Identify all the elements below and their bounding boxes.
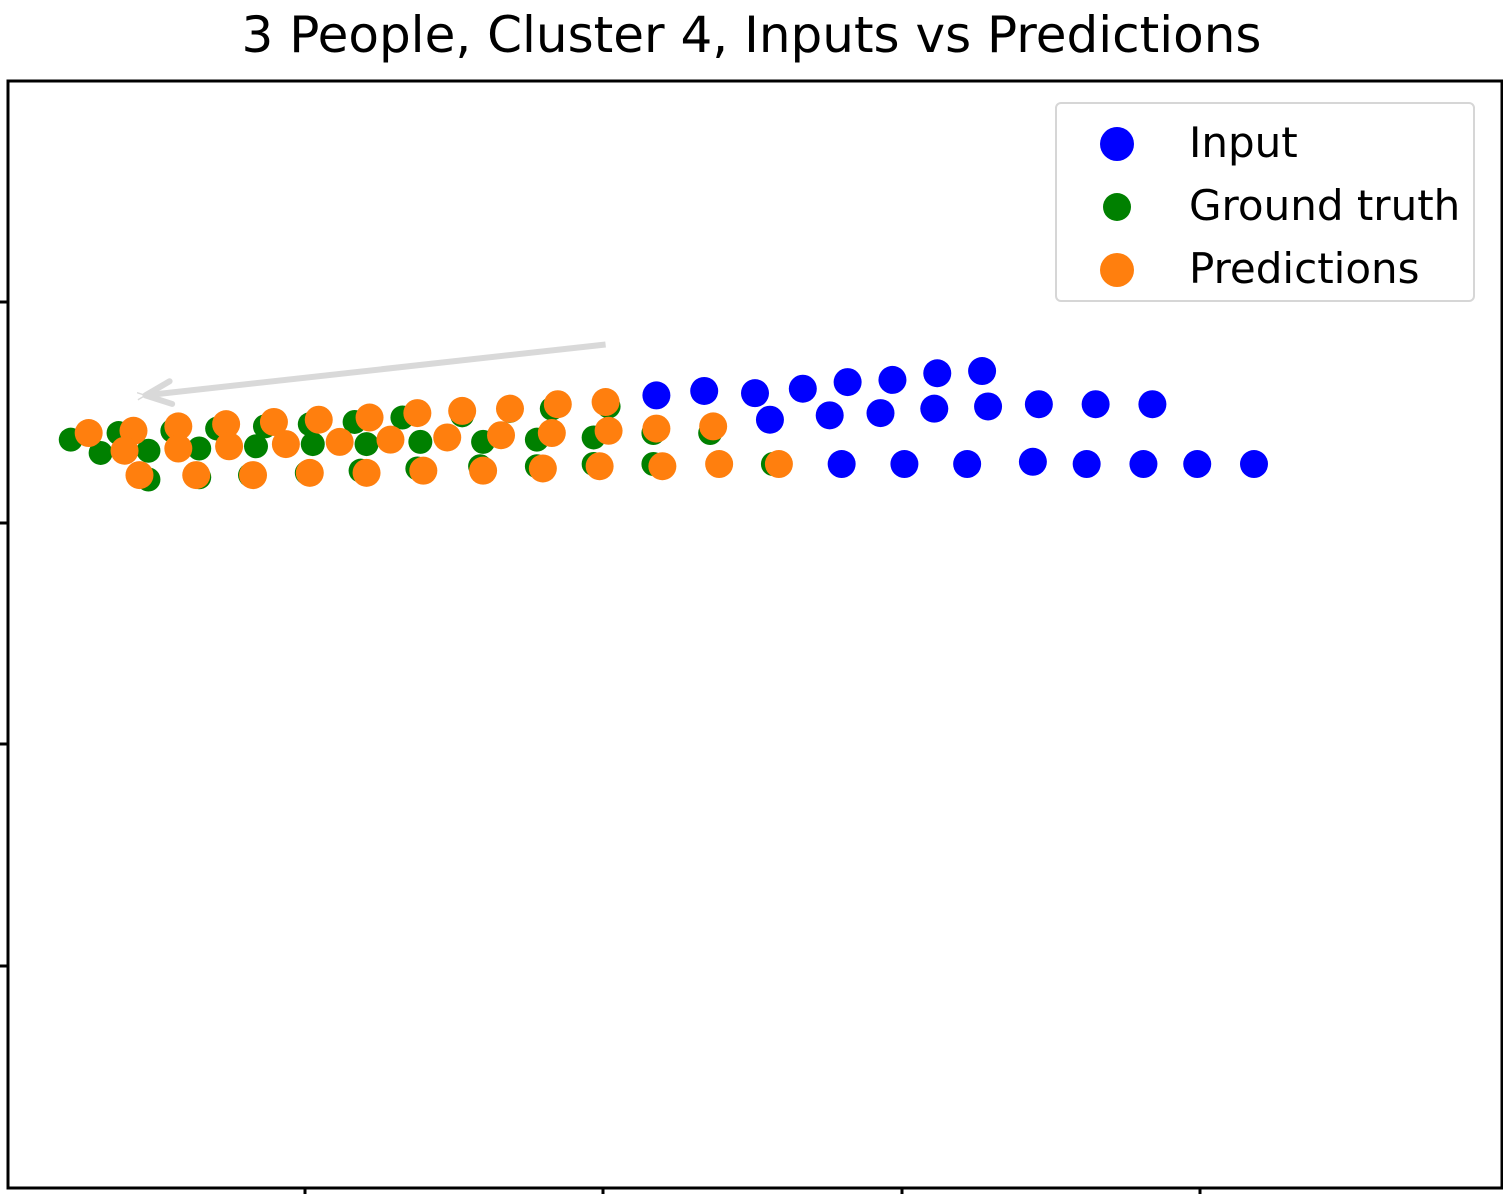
legend-marker-input: [1100, 127, 1134, 161]
point-input: [923, 359, 952, 388]
point-predictions: [537, 419, 566, 448]
legend-marker-predictions: [1100, 253, 1134, 287]
point-input: [1072, 450, 1101, 479]
point-predictions: [594, 416, 623, 445]
point-predictions: [487, 421, 516, 450]
point-predictions: [764, 450, 793, 479]
point-input: [788, 374, 817, 403]
point-input: [1239, 450, 1268, 479]
point-input: [642, 381, 671, 410]
point-predictions: [585, 452, 614, 481]
series-input: [642, 357, 1268, 479]
point-predictions: [433, 423, 462, 452]
chart-title: 3 People, Cluster 4, Inputs vs Predictio…: [241, 6, 1262, 64]
point-predictions: [182, 461, 211, 490]
point-input: [755, 405, 784, 434]
point-predictions: [355, 403, 384, 432]
point-predictions: [642, 414, 671, 443]
legend: Input Ground truth Predictions: [1055, 102, 1475, 302]
point-input: [920, 394, 949, 423]
point-ground-truth: [187, 436, 212, 461]
point-ground-truth: [300, 432, 325, 457]
point-input: [1129, 450, 1158, 479]
data-points: [58, 357, 1268, 492]
point-predictions: [376, 425, 405, 454]
point-predictions: [259, 407, 288, 436]
point-input: [866, 399, 895, 428]
point-input: [1081, 390, 1110, 419]
point-ground-truth: [88, 440, 113, 465]
point-input: [953, 450, 982, 479]
point-predictions: [164, 434, 193, 463]
axis-ticks: [0, 300, 1202, 1194]
point-predictions: [409, 456, 438, 485]
point-predictions: [528, 454, 557, 483]
point-predictions: [448, 396, 477, 425]
point-predictions: [212, 410, 241, 439]
point-predictions: [591, 388, 620, 417]
point-input: [878, 365, 907, 394]
point-predictions: [469, 456, 498, 485]
point-predictions: [495, 394, 524, 423]
point-predictions: [352, 458, 381, 487]
point-predictions: [295, 458, 324, 487]
point-ground-truth: [408, 429, 433, 454]
series-predictions: [74, 388, 793, 490]
point-predictions: [325, 427, 354, 456]
point-predictions: [239, 461, 268, 490]
arrow-line: [145, 341, 606, 395]
legend-item-predictions: Predictions: [1057, 238, 1473, 302]
point-input: [690, 376, 719, 405]
point-predictions: [125, 461, 154, 490]
point-predictions: [304, 405, 333, 434]
point-predictions: [543, 390, 572, 419]
point-predictions: [648, 452, 677, 481]
point-input: [827, 450, 856, 479]
plot-frame: [6, 79, 1503, 1190]
legend-item-input: Input: [1057, 112, 1473, 176]
point-input: [1018, 447, 1047, 476]
point-ground-truth: [136, 438, 161, 463]
point-input: [1024, 390, 1053, 419]
legend-label-ground-truth: Ground truth: [1189, 181, 1461, 230]
legend-marker-ground-truth: [1103, 193, 1131, 221]
point-input: [1138, 390, 1167, 419]
point-predictions: [74, 419, 103, 448]
point-predictions: [705, 450, 734, 479]
point-predictions: [271, 430, 300, 459]
point-predictions: [215, 432, 244, 461]
point-input: [974, 392, 1003, 421]
point-input: [968, 357, 997, 386]
arrow-head: [142, 378, 176, 407]
point-predictions: [699, 412, 728, 441]
point-ground-truth: [244, 434, 269, 459]
point-predictions: [403, 399, 432, 428]
point-predictions: [164, 412, 193, 441]
point-ground-truth: [354, 432, 379, 457]
point-input: [1183, 450, 1212, 479]
point-input: [833, 368, 862, 397]
point-predictions: [110, 436, 139, 465]
direction-arrow: [142, 341, 606, 407]
point-input: [815, 401, 844, 430]
point-input: [741, 379, 769, 408]
point-input: [890, 450, 919, 479]
legend-label-input: Input: [1189, 118, 1298, 167]
legend-item-ground-truth: Ground truth: [1057, 175, 1473, 239]
legend-label-predictions: Predictions: [1189, 244, 1420, 293]
